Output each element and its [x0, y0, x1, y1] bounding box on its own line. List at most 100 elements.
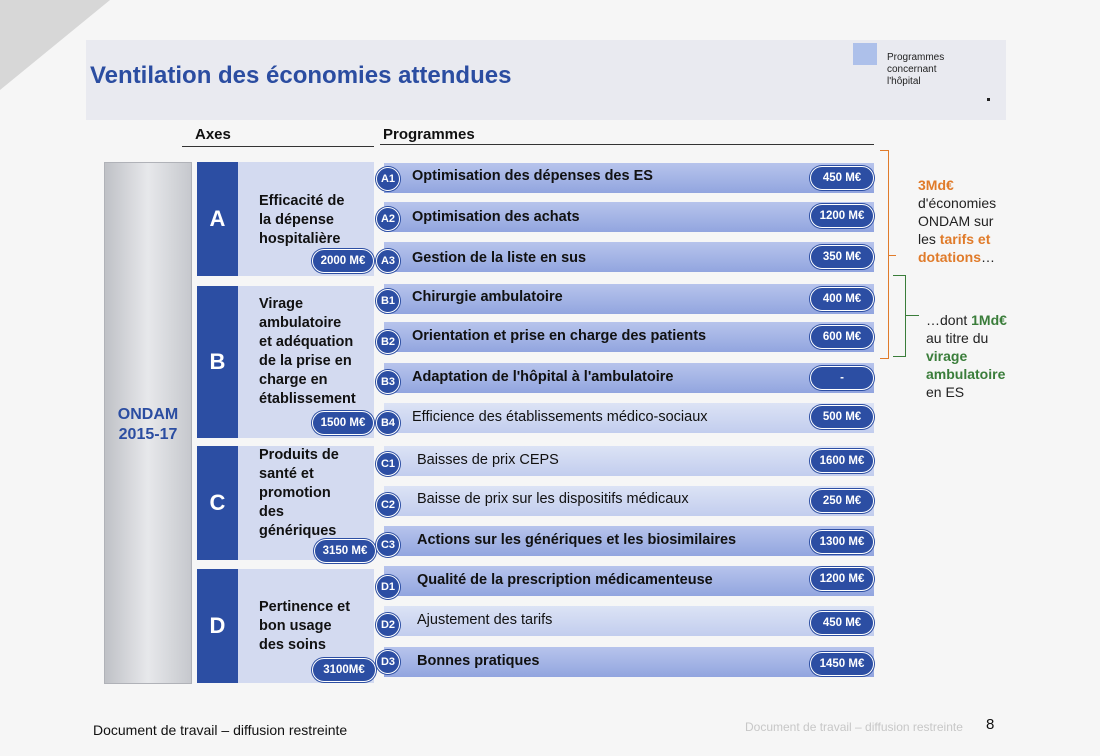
axis-title-line: Efficacité de — [259, 193, 345, 209]
axis-title-line: promotion — [259, 485, 331, 501]
axis-title-line: de la prise en — [259, 353, 352, 369]
note-line: en ES — [926, 384, 965, 400]
program-row-c1 — [384, 446, 874, 476]
program-code-b3: B3 — [376, 370, 400, 394]
note-line: les — [918, 231, 940, 247]
program-label-a2: Optimisation des achats — [412, 209, 580, 225]
program-row-a1 — [384, 163, 874, 193]
note-line: au titre du — [926, 330, 989, 346]
axis-title-line: établissement — [259, 391, 356, 407]
page-title: Ventilation des économies attendues — [90, 62, 512, 89]
program-row-a2 — [384, 202, 874, 232]
bracket-green — [893, 275, 906, 357]
program-row-b1 — [384, 284, 874, 314]
note-highlight: tarifs et — [939, 231, 991, 247]
program-code-b4: B4 — [376, 411, 400, 435]
axes-header: Axes — [195, 126, 231, 143]
program-code-d2: D2 — [376, 613, 400, 637]
ambulatory-note: …dont 1Md€ au titre du virage ambulatoir… — [926, 311, 1026, 401]
program-row-c2 — [384, 486, 874, 516]
program-code-a1: A1 — [376, 167, 400, 191]
program-code-a2: A2 — [376, 207, 400, 231]
program-label-b3: Adaptation de l'hôpital à l'ambulatoire — [412, 369, 674, 385]
axis-title-line: Pertinence et — [259, 599, 351, 615]
program-label-d1: Qualité de la prescription médicamenteus… — [417, 572, 713, 588]
note-ellipsis: … — [981, 249, 995, 265]
ondam-bar — [104, 162, 192, 684]
legend-label: Programmes concernant l'hôpital — [887, 52, 945, 87]
program-amount-a3: 350 M€ — [810, 245, 874, 269]
axis-d-title: Pertinence et bon usage des soins — [259, 598, 371, 655]
program-label-c1: Baisses de prix CEPS — [417, 452, 559, 468]
axis-title-line: ambulatoire — [259, 315, 342, 331]
bleed-through-band — [86, 40, 1006, 120]
page-number: 8 — [986, 716, 995, 733]
program-amount-b2: 600 M€ — [810, 325, 874, 349]
axis-title-line: génériques — [259, 523, 337, 539]
program-row-d3 — [384, 647, 874, 677]
axis-c-letter: C — [197, 446, 238, 560]
program-amount-a2: 1200 M€ — [810, 204, 874, 228]
axis-title-line: charge en — [259, 372, 328, 388]
bracket-orange — [880, 150, 889, 359]
note-line: d'économies — [918, 195, 997, 211]
programmes-header-rule — [380, 144, 874, 145]
axis-c-title: Produits de santé et promotion des génér… — [259, 446, 371, 541]
program-amount-a1: 450 M€ — [810, 166, 874, 190]
note-amount: 1Md€ — [971, 312, 1007, 328]
ondam-line2: 2015-17 — [118, 426, 178, 443]
ondam-line1: ONDAM — [117, 406, 179, 423]
axis-title-line: bon usage — [259, 618, 332, 634]
bracket-green-tick — [905, 315, 919, 316]
program-code-d3: D3 — [376, 650, 400, 674]
program-amount-b3: - — [810, 366, 874, 390]
footer-text: Document de travail – diffusion restrein… — [93, 722, 348, 738]
axis-title-line: Virage — [259, 296, 304, 312]
legend-dot — [987, 98, 990, 101]
program-label-a1: Optimisation des dépenses des ES — [412, 168, 653, 184]
savings-note: 3Md€ d'économies ONDAM sur les tarifs et… — [918, 176, 1018, 266]
program-code-d1: D1 — [376, 575, 400, 599]
axis-c-total: 3150 M€ — [314, 539, 376, 563]
program-label-b4: Efficience des établissements médico-soc… — [412, 409, 708, 425]
program-amount-d1: 1200 M€ — [810, 567, 874, 591]
axis-title-line: Produits de — [259, 447, 339, 463]
axis-a-letter: A — [197, 162, 238, 276]
program-code-c3: C3 — [376, 533, 400, 557]
axis-b-title: Virage ambulatoire et adéquation de la p… — [259, 295, 371, 409]
axis-d-letter: D — [197, 569, 238, 683]
program-row-b3 — [384, 363, 874, 393]
program-row-b2 — [384, 322, 874, 352]
axis-title-line: et adéquation — [259, 334, 354, 350]
program-amount-c2: 250 M€ — [810, 489, 874, 513]
axis-title-line: la dépense — [259, 212, 334, 228]
axis-title-line: des — [259, 504, 284, 520]
program-code-b2: B2 — [376, 330, 400, 354]
program-amount-d3: 1450 M€ — [810, 652, 874, 676]
bleed-through-footer: Document de travail – diffusion restrein… — [745, 720, 963, 734]
program-code-a3: A3 — [376, 249, 400, 273]
program-label-a3: Gestion de la liste en sus — [412, 250, 587, 266]
program-code-c1: C1 — [376, 452, 400, 476]
ondam-label: ONDAM 2015-17 — [108, 405, 188, 445]
program-code-c2: C2 — [376, 493, 400, 517]
programmes-header: Programmes — [383, 126, 475, 143]
program-label-c2: Baisse de prix sur les dispositifs médic… — [417, 491, 689, 507]
axis-b-letter: B — [197, 286, 238, 438]
note-line: …dont — [926, 312, 972, 328]
axis-d-total: 3100M€ — [312, 658, 376, 682]
program-row-d2 — [384, 606, 874, 636]
axis-a-total: 2000 M€ — [312, 249, 374, 273]
axes-header-rule — [182, 146, 374, 147]
program-amount-c1: 1600 M€ — [810, 449, 874, 473]
legend-swatch — [853, 43, 877, 65]
program-label-b1: Chirurgie ambulatoire — [412, 289, 563, 305]
axis-a-title: Efficacité de la dépense hospitalière — [259, 192, 371, 249]
program-row-c3 — [384, 526, 874, 556]
note-highlight: ambulatoire — [926, 366, 1006, 382]
program-label-b2: Orientation et prise en charge des patie… — [412, 328, 707, 344]
program-label-d3: Bonnes pratiques — [417, 653, 540, 669]
axis-b-total: 1500 M€ — [312, 411, 374, 435]
program-row-d1 — [384, 566, 874, 596]
program-row-b4 — [384, 403, 874, 433]
